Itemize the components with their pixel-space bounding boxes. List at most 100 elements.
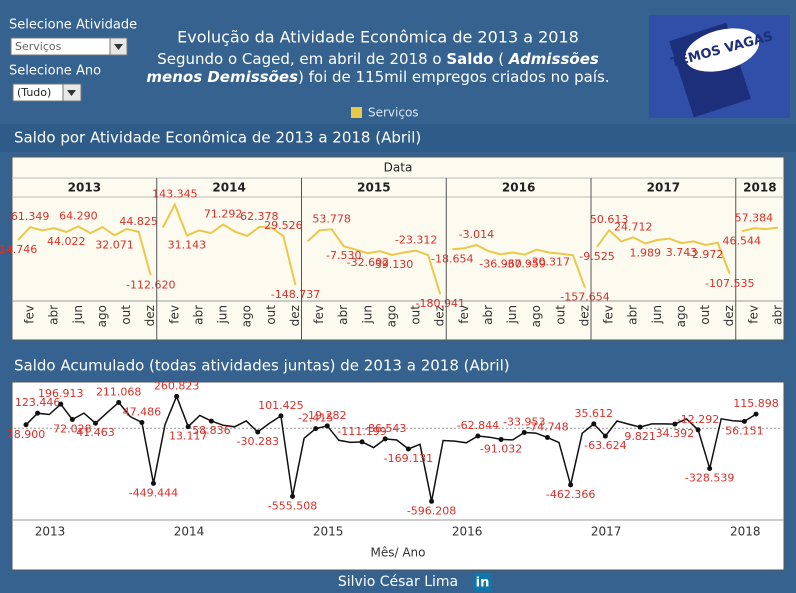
dropdown-arrow xyxy=(114,44,123,50)
data-label: 71.292 xyxy=(204,207,243,220)
line xyxy=(306,228,442,295)
point xyxy=(672,421,678,427)
data-label: 44.825 xyxy=(119,215,158,228)
dropdown-value: Serviços xyxy=(15,40,62,53)
x-tick-label: abr xyxy=(47,305,61,325)
point xyxy=(544,434,550,440)
chart-frame xyxy=(11,156,785,341)
data-label: 3.743 xyxy=(666,246,698,259)
chart-title: Saldo Acumulado (todas atividades juntas… xyxy=(14,357,510,375)
author: Silvio César Lima xyxy=(338,574,458,590)
subtitle-part: Segundo o Caged, em abril de 2018 o xyxy=(157,50,446,68)
point xyxy=(185,424,191,430)
line xyxy=(161,202,297,286)
panel-label: 2014 xyxy=(212,181,245,195)
point xyxy=(707,466,713,472)
data-label: -157.654 xyxy=(560,291,609,304)
x-tick-label: abr xyxy=(481,305,495,325)
data-label: -12.292 xyxy=(677,413,719,426)
data-label: 53.778 xyxy=(312,212,351,225)
data-label: -30.317 xyxy=(528,256,570,269)
x-tick-label: ago xyxy=(529,305,543,327)
point xyxy=(741,418,747,424)
point xyxy=(637,424,643,430)
point xyxy=(568,482,574,488)
data-label: -86.543 xyxy=(364,422,406,435)
data-label: -2.415 xyxy=(298,412,333,425)
point xyxy=(150,480,156,486)
x-tick-label: 2018 xyxy=(730,525,761,539)
point xyxy=(498,436,504,442)
data-label: 56.151 xyxy=(725,424,764,437)
x-tick-label: dez xyxy=(143,305,157,326)
x-tick-label: fev xyxy=(602,305,616,324)
x-tick-label: 2016 xyxy=(452,525,483,539)
subtitle-part: menos Demissões xyxy=(146,68,298,86)
x-tick-label: ago xyxy=(95,305,109,327)
x-tick-label: dez xyxy=(433,305,447,326)
line xyxy=(596,228,731,275)
data-label: 41.463 xyxy=(76,426,115,439)
x-tick-label: dez xyxy=(577,305,591,326)
point xyxy=(69,416,75,422)
subtitle-line: Segundo o Caged, em abril de 2018 o Sald… xyxy=(157,50,599,68)
data-label: -62.844 xyxy=(457,419,499,432)
point xyxy=(139,419,145,425)
data-label: 211.068 xyxy=(96,385,142,398)
data-label: -39.130 xyxy=(371,258,413,271)
data-label: 31.143 xyxy=(168,239,207,252)
column-header: Data xyxy=(384,161,413,175)
point xyxy=(521,429,527,435)
data-label: -449.444 xyxy=(129,486,178,499)
dropdown-arrow xyxy=(67,90,76,96)
line xyxy=(741,226,779,233)
data-label: 46.544 xyxy=(723,234,762,247)
point xyxy=(58,401,64,407)
x-tick-label: dez xyxy=(722,305,736,326)
panel-label: 2015 xyxy=(357,181,390,195)
point xyxy=(313,426,319,432)
data-label: -169.131 xyxy=(384,452,433,465)
subtitle-part: Saldo xyxy=(446,50,493,68)
image-badge xyxy=(684,28,760,72)
data-label: 123.446 xyxy=(15,396,61,409)
x-tick-label: out xyxy=(119,305,133,325)
data-label: 50.613 xyxy=(590,213,629,226)
point xyxy=(255,429,261,435)
title: Evolução da Atividade Econômica de 2013 … xyxy=(177,28,579,47)
x-tick-label: fev xyxy=(746,305,760,324)
subtitle-line: menos Demissões) foi de 115mil empregos … xyxy=(146,68,609,86)
x-tick-label: jun xyxy=(650,305,664,325)
point xyxy=(591,421,597,427)
data-label: -462.366 xyxy=(546,488,595,501)
data-label: 72.028 xyxy=(53,422,92,435)
data-label: -148.737 xyxy=(271,288,320,301)
line xyxy=(25,394,757,502)
data-label: 13.117 xyxy=(169,430,208,443)
data-label: 9.821 xyxy=(624,430,656,443)
point xyxy=(753,411,759,417)
data-label: 24.712 xyxy=(614,220,653,233)
x-tick-label: jun xyxy=(505,305,519,325)
section-bar xyxy=(0,124,796,152)
data-label: -7.530 xyxy=(326,249,361,262)
linkedin-icon[interactable] xyxy=(473,573,492,592)
data-label: -33.953 xyxy=(503,415,545,428)
data-label: 57.384 xyxy=(735,211,774,224)
x-tick-label: 2015 xyxy=(313,525,344,539)
legend-swatch xyxy=(351,107,362,118)
point xyxy=(475,433,481,439)
data-label: -30.283 xyxy=(237,435,279,448)
data-label: -180.941 xyxy=(415,297,464,310)
x-tick-label: out xyxy=(553,305,567,325)
data-label: -32.602 xyxy=(347,256,389,269)
data-label: -107.535 xyxy=(705,277,754,290)
x-tick-label: ago xyxy=(674,305,688,327)
data-label: 1.989 xyxy=(630,247,662,260)
data-label: 32.071 xyxy=(95,238,134,251)
data-label: 143.345 xyxy=(152,188,198,201)
panel-label: 2016 xyxy=(502,181,535,195)
chart-title: Saldo por Atividade Econômica de 2013 a … xyxy=(14,129,421,147)
data-label: 101.425 xyxy=(258,399,304,412)
